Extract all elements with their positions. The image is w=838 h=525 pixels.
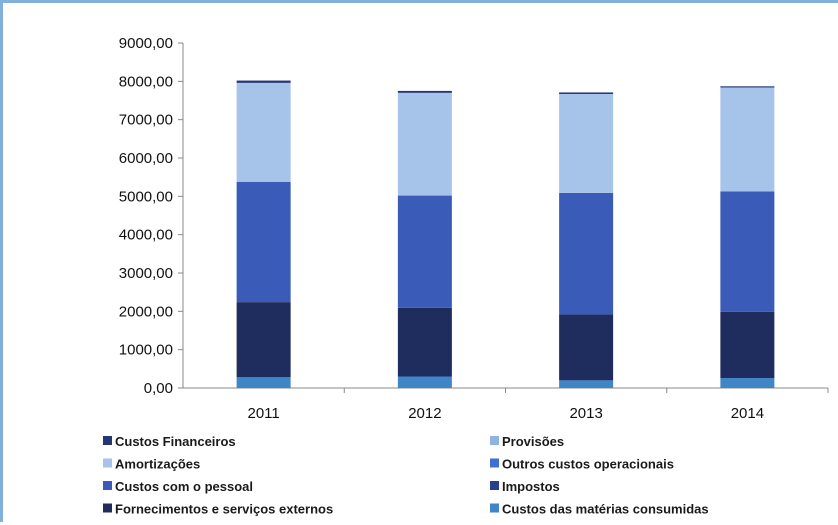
- y-tick-label: 5000,00: [119, 188, 173, 205]
- bar-segment: [559, 92, 614, 94]
- legend-swatch: [490, 481, 499, 490]
- y-tick-label: 2000,00: [119, 303, 173, 320]
- bar-segment: [720, 191, 775, 312]
- bar-segment: [559, 314, 614, 381]
- y-tick-label: 4000,00: [119, 227, 173, 244]
- bar-segment: [397, 92, 452, 196]
- y-tick-label: 9000,00: [119, 35, 173, 52]
- legend-swatch: [103, 481, 112, 490]
- legend-swatch: [490, 458, 499, 468]
- y-tick-label: 3000,00: [119, 265, 173, 282]
- bar-segment: [236, 377, 291, 388]
- y-tick-label: 0,00: [144, 380, 173, 397]
- bar-segment: [397, 195, 452, 308]
- bar-segment: [236, 80, 291, 83]
- x-category-label: 2011: [247, 405, 279, 422]
- bar-segment: [720, 311, 775, 379]
- bar-segment: [720, 87, 775, 192]
- bar-segment: [559, 380, 614, 388]
- legend-swatch: [490, 436, 499, 445]
- legend-label: Custos Financeiros: [115, 434, 236, 449]
- y-tick-label: 8000,00: [119, 73, 173, 90]
- legend-label: Custos das matérias consumidas: [502, 502, 709, 517]
- y-tick-label: 6000,00: [119, 150, 173, 167]
- legend-swatch: [103, 503, 112, 513]
- bar-segment: [236, 181, 291, 303]
- bar-segment: [236, 302, 291, 378]
- legend-swatch: [490, 503, 499, 513]
- bar-segment: [397, 376, 452, 388]
- legend-label: Custos com o pessoal: [115, 479, 253, 494]
- bar-segment: [236, 82, 291, 182]
- legend-label: Provisões: [502, 434, 564, 449]
- y-tick-label: 1000,00: [119, 342, 173, 359]
- legend-swatch: [103, 436, 112, 445]
- legend-swatch: [103, 458, 112, 468]
- legend-label: Impostos: [502, 479, 560, 494]
- x-category-label: 2012: [408, 405, 441, 422]
- bar-segment: [397, 90, 452, 93]
- legend-label: Fornecimentos e serviços externos: [115, 502, 333, 517]
- bar-segment: [559, 93, 614, 193]
- y-tick-label: 7000,00: [119, 112, 173, 129]
- bar-segment: [397, 307, 452, 377]
- stacked-bar-chart: 0,00 1000,00 2000,00 3000,00 4000,00 5000,00 6…: [103, 35, 829, 517]
- bar-segment: [559, 192, 614, 315]
- bar-segment: [720, 378, 775, 388]
- x-category-label: 2013: [569, 405, 602, 422]
- legend-label: Outros custos operacionais: [502, 457, 674, 472]
- bar-segment: [720, 86, 775, 88]
- legend-label: Amortizações: [115, 457, 200, 472]
- x-category-label: 2014: [731, 405, 764, 422]
